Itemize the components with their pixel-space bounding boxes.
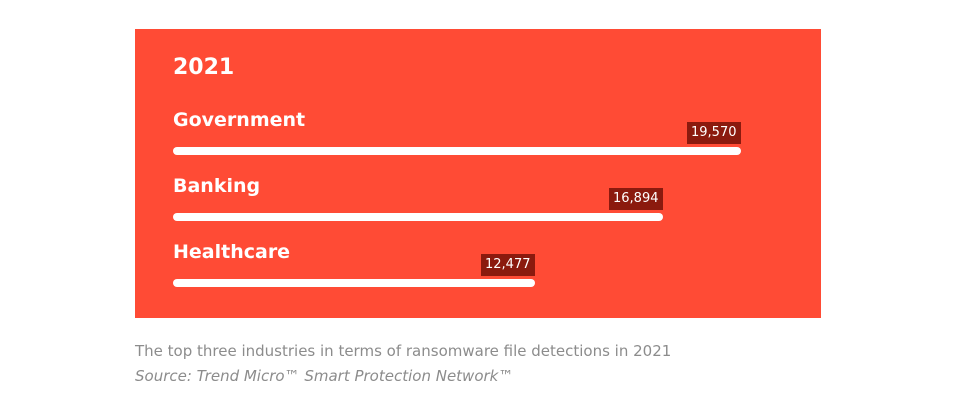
value-label: 12,477 <box>481 254 535 276</box>
value-label: 19,570 <box>687 122 741 144</box>
chart-source: Source: Trend Micro™ Smart Protection Ne… <box>135 367 514 385</box>
chart-title: 2021 <box>173 55 235 80</box>
value-label: 16,894 <box>609 188 663 210</box>
category-label: Government <box>173 109 306 131</box>
bar <box>173 279 535 287</box>
category-label: Banking <box>173 175 261 197</box>
bar <box>173 213 663 221</box>
bar <box>173 147 741 155</box>
bar-row-government: Government 19,570 <box>135 109 821 169</box>
chart-panel: 2021 Government 19,570 Banking 16,894 Health… <box>135 29 821 318</box>
category-label: Healthcare <box>173 241 291 263</box>
bar-row-banking: Banking 16,894 <box>135 175 821 235</box>
chart-caption: The top three industries in terms of ran… <box>135 342 672 360</box>
bar-row-healthcare: Healthcare 12,477 <box>135 241 821 301</box>
